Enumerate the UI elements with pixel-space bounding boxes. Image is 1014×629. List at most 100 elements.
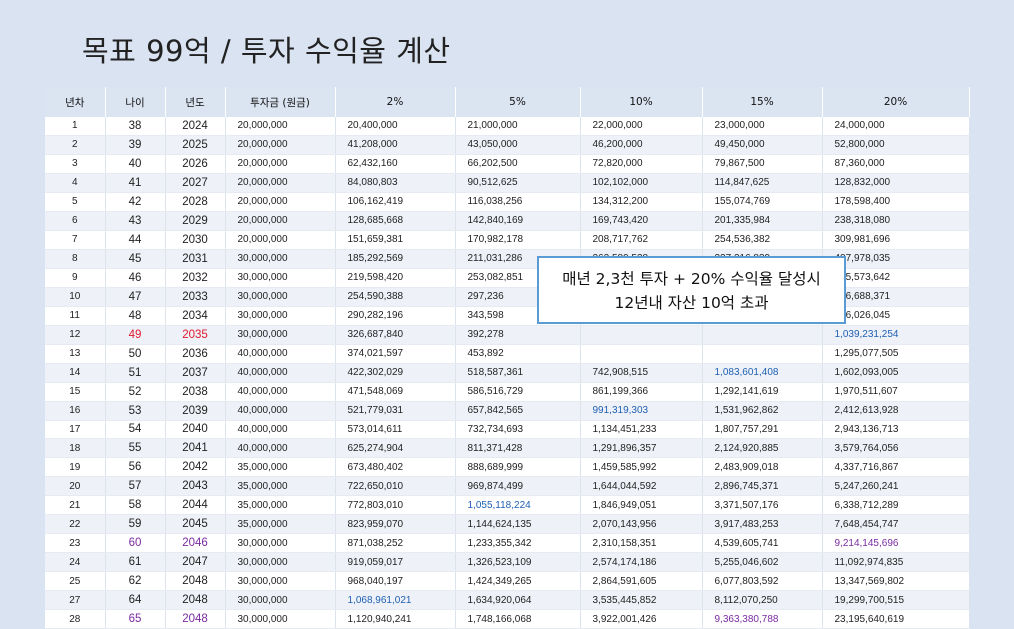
rate-2-cell: 290,282,196 bbox=[335, 306, 456, 326]
rate-15-cell: 8,112,070,250 bbox=[702, 590, 823, 611]
rate-5-cell: 888,689,999 bbox=[455, 457, 581, 478]
rate-15-cell: 1,807,757,291 bbox=[702, 420, 823, 440]
rate-15-cell: 3,371,507,176 bbox=[702, 495, 823, 516]
rate-10-cell: 1,291,896,357 bbox=[580, 438, 703, 459]
rate-10-cell: 861,199,366 bbox=[580, 382, 703, 402]
rate-15-cell: 2,896,745,371 bbox=[702, 476, 823, 497]
callout-line-2: 12년내 자산 10억 초과 bbox=[614, 294, 769, 312]
rate-20-cell: 52,800,000 bbox=[822, 135, 970, 155]
rate-2-cell: 521,779,031 bbox=[335, 401, 456, 421]
column-header: 10% bbox=[580, 87, 703, 117]
age-cell: 40 bbox=[105, 154, 166, 174]
table-row: 12 49 2035 30,000,000 326,687,840 392,278 1,03… bbox=[45, 325, 970, 345]
year-cell: 2042 bbox=[165, 457, 226, 478]
principal-cell: 20,000,000 bbox=[225, 211, 336, 231]
age-cell: 59 bbox=[105, 514, 166, 535]
rate-20-cell: 11,092,974,835 bbox=[822, 552, 970, 573]
table-row: 5 42 2028 20,000,000 106,162,419 116,038,256 1… bbox=[45, 192, 970, 212]
table-row: 27 64 2048 30,000,000 1,068,961,021 1,634,920… bbox=[45, 590, 970, 611]
year-cell: 2032 bbox=[165, 268, 226, 288]
table-row: 22 59 2045 35,000,000 823,959,070 1,144,624,1… bbox=[45, 514, 970, 535]
table-row: 6 43 2029 20,000,000 128,685,668 142,840,169 1… bbox=[45, 211, 970, 231]
age-cell: 61 bbox=[105, 552, 166, 573]
age-cell: 42 bbox=[105, 192, 166, 212]
rate-10-cell: 72,820,000 bbox=[580, 154, 703, 174]
principal-cell: 30,000,000 bbox=[225, 268, 336, 288]
table-header-row: 년차 나이 년도 투자금 (원금) 2% 5% 10% 15% 20% bbox=[45, 87, 970, 117]
principal-cell: 40,000,000 bbox=[225, 363, 336, 383]
rate-20-cell: 5,247,260,241 bbox=[822, 476, 970, 497]
principal-cell: 30,000,000 bbox=[225, 533, 336, 554]
rate-2-cell: 823,959,070 bbox=[335, 514, 456, 535]
principal-cell: 20,000,000 bbox=[225, 173, 336, 193]
age-cell: 52 bbox=[105, 382, 166, 402]
year-cell: 2025 bbox=[165, 135, 226, 155]
year-cell: 2039 bbox=[165, 401, 226, 421]
rate-20-cell: 1,039,231,254 bbox=[822, 325, 970, 345]
year-cell: 2033 bbox=[165, 287, 226, 307]
year-cell: 2024 bbox=[165, 117, 226, 136]
rate-15-cell: 155,074,769 bbox=[702, 192, 823, 212]
rate-5-cell: 43,050,000 bbox=[455, 135, 581, 155]
rate-20-cell: 178,598,400 bbox=[822, 192, 970, 212]
rate-2-cell: 625,274,904 bbox=[335, 438, 456, 459]
rate-2-cell: 968,040,197 bbox=[335, 571, 456, 592]
rate-15-cell: 5,255,046,602 bbox=[702, 552, 823, 573]
year-index-cell: 9 bbox=[45, 268, 106, 288]
rate-20-cell: 7,648,454,747 bbox=[822, 514, 970, 535]
year-index-cell: 23 bbox=[45, 533, 106, 554]
year-index-cell: 18 bbox=[45, 438, 106, 459]
rate-5-cell: 66,202,500 bbox=[455, 154, 581, 174]
rate-10-cell: 2,574,174,186 bbox=[580, 552, 703, 573]
rate-5-cell: 811,371,428 bbox=[455, 438, 581, 459]
year-cell: 2044 bbox=[165, 495, 226, 516]
year-index-cell: 28 bbox=[45, 609, 106, 629]
rate-15-cell bbox=[702, 344, 823, 364]
year-index-cell: 10 bbox=[45, 287, 106, 307]
column-header: 15% bbox=[702, 87, 823, 117]
rate-10-cell: 22,000,000 bbox=[580, 117, 703, 136]
rate-5-cell: 1,055,118,224 bbox=[455, 495, 581, 516]
year-index-cell: 14 bbox=[45, 363, 106, 383]
year-cell: 2043 bbox=[165, 476, 226, 497]
rate-10-cell: 102,102,000 bbox=[580, 173, 703, 193]
principal-cell: 20,000,000 bbox=[225, 135, 336, 155]
rate-10-cell bbox=[580, 325, 703, 345]
rate-15-cell: 49,450,000 bbox=[702, 135, 823, 155]
rate-5-cell: 21,000,000 bbox=[455, 117, 581, 136]
returns-table: 년차 나이 년도 투자금 (원금) 2% 5% 10% 15% 20% 1 38 2024 20,00… bbox=[45, 87, 970, 629]
principal-cell: 40,000,000 bbox=[225, 438, 336, 459]
age-cell: 47 bbox=[105, 287, 166, 307]
principal-cell: 20,000,000 bbox=[225, 117, 336, 136]
rate-10-cell: 1,644,044,592 bbox=[580, 476, 703, 497]
table-row: 23 60 2046 30,000,000 871,038,252 1,233,355,3… bbox=[45, 533, 970, 554]
year-cell: 2041 bbox=[165, 438, 226, 459]
year-index-cell: 25 bbox=[45, 571, 106, 592]
rate-10-cell: 2,310,158,351 bbox=[580, 533, 703, 554]
rate-15-cell: 201,335,984 bbox=[702, 211, 823, 231]
rate-20-cell: 309,981,696 bbox=[822, 230, 970, 250]
rate-2-cell: 128,685,668 bbox=[335, 211, 456, 231]
rate-10-cell: 742,908,515 bbox=[580, 363, 703, 383]
principal-cell: 30,000,000 bbox=[225, 609, 336, 629]
rate-5-cell: 1,144,624,135 bbox=[455, 514, 581, 535]
rate-10-cell bbox=[580, 344, 703, 364]
principal-cell: 40,000,000 bbox=[225, 382, 336, 402]
year-index-cell: 13 bbox=[45, 344, 106, 364]
rate-20-cell: 19,299,700,515 bbox=[822, 590, 970, 611]
year-index-cell: 4 bbox=[45, 173, 106, 193]
rate-2-cell: 41,208,000 bbox=[335, 135, 456, 155]
age-cell: 54 bbox=[105, 420, 166, 440]
rate-20-cell: 836,026,045 bbox=[822, 306, 970, 326]
rate-15-cell: 254,536,382 bbox=[702, 230, 823, 250]
year-index-cell: 8 bbox=[45, 249, 106, 269]
year-cell: 2038 bbox=[165, 382, 226, 402]
column-header: 20% bbox=[822, 87, 970, 117]
age-cell: 49 bbox=[105, 325, 166, 345]
year-index-cell: 21 bbox=[45, 495, 106, 516]
rate-20-cell: 6,338,712,289 bbox=[822, 495, 970, 516]
age-cell: 48 bbox=[105, 306, 166, 326]
year-cell: 2047 bbox=[165, 552, 226, 573]
principal-cell: 35,000,000 bbox=[225, 495, 336, 516]
rate-10-cell: 1,459,585,992 bbox=[580, 457, 703, 478]
